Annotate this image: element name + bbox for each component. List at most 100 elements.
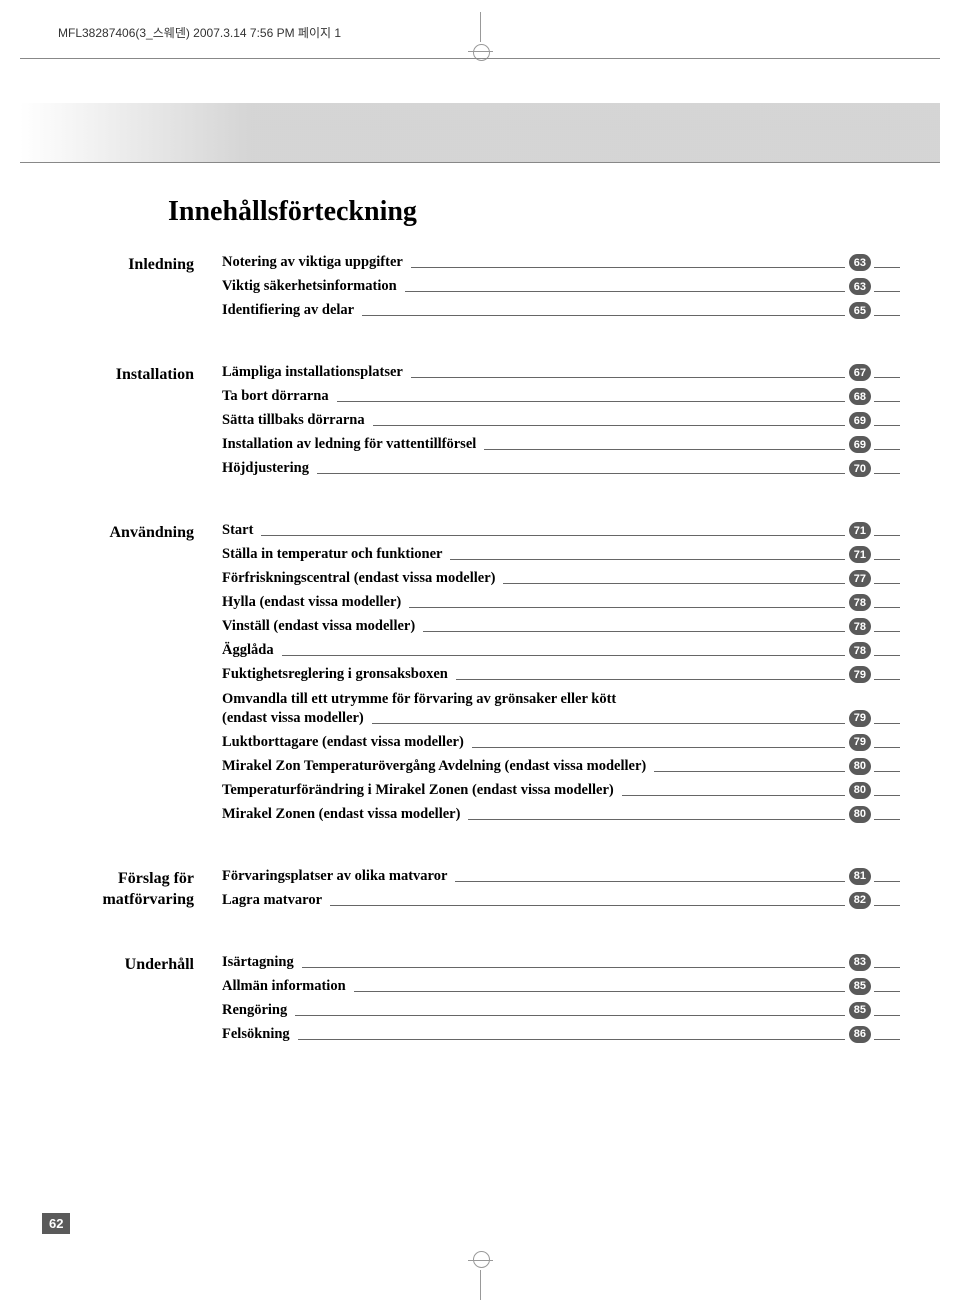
- toc-row: Installation av ledning för vattentillfö…: [222, 436, 900, 453]
- toc-tail: [874, 559, 900, 560]
- toc-text: Mirakel Zon Temperaturövergång Avdelning…: [222, 758, 650, 775]
- toc-tail: [874, 583, 900, 584]
- section-items: Lämpliga installationsplatser67Ta bort d…: [222, 364, 900, 484]
- page-badge: 69: [849, 436, 871, 453]
- toc-row: Isärtagning83: [222, 954, 900, 971]
- toc-tail: [874, 819, 900, 820]
- toc-row: Mirakel Zonen (endast vissa modeller)80: [222, 806, 900, 823]
- page-badge: 68: [849, 388, 871, 405]
- toc-leader: [354, 991, 845, 992]
- toc-row: Mirakel Zon Temperaturövergång Avdelning…: [222, 758, 900, 775]
- toc-text: Notering av viktiga uppgifter: [222, 254, 407, 271]
- toc-tail: [874, 267, 900, 268]
- toc-row: Omvandla till ett utrymme för förvaring …: [222, 690, 900, 727]
- toc-tail: [874, 723, 900, 724]
- toc-leader: [450, 559, 844, 560]
- page-badge: 80: [849, 758, 871, 775]
- crop-mark-bottom: [480, 1270, 481, 1300]
- toc-row: Notering av viktiga uppgifter 63: [222, 254, 900, 271]
- page-number: 62: [42, 1213, 70, 1234]
- toc-text: Mirakel Zonen (endast vissa modeller): [222, 806, 464, 823]
- toc-text: Förfriskningscentral (endast vissa model…: [222, 570, 499, 587]
- toc-leader: [373, 425, 845, 426]
- toc-tail: [874, 449, 900, 450]
- toc-section: Förslag för matförvaringFörvaringsplatse…: [42, 868, 900, 916]
- page-badge: 77: [849, 570, 871, 587]
- toc-row: Hylla (endast vissa modeller)78: [222, 594, 900, 611]
- toc-text: (endast vissa modeller): [222, 710, 368, 727]
- toc-row: Förfriskningscentral (endast vissa model…: [222, 570, 900, 587]
- toc-leader: [302, 967, 845, 968]
- toc-leader: [330, 905, 845, 906]
- toc-row: Ställa in temperatur och funktioner 71: [222, 546, 900, 563]
- toc-leader: [282, 655, 845, 656]
- toc-row: Ta bort dörrarna68: [222, 388, 900, 405]
- page-badge: 78: [849, 642, 871, 659]
- page-badge: 78: [849, 594, 871, 611]
- toc-row: Luktborttagare (endast vissa modeller)79: [222, 734, 900, 751]
- toc-row: Sätta tillbaks dörrarna 69: [222, 412, 900, 429]
- page-badge: 82: [849, 892, 871, 909]
- section-label: Inledning: [42, 254, 222, 326]
- toc-row: Höjdjustering70: [222, 460, 900, 477]
- page-badge: 71: [849, 546, 871, 563]
- toc-tail: [874, 905, 900, 906]
- toc-leader: [362, 315, 845, 316]
- toc-text: Rengöring: [222, 1002, 291, 1019]
- toc-leader: [456, 679, 845, 680]
- toc-text: Ställa in temperatur och funktioner: [222, 546, 446, 563]
- toc-row: Lagra matvaror 82: [222, 892, 900, 909]
- toc-tail: [874, 607, 900, 608]
- toc-container: InledningNotering av viktiga uppgifter 63…: [42, 254, 900, 1088]
- section-items: Förvaringsplatser av olika matvaror81 Lag…: [222, 868, 900, 916]
- section-label: Installation: [42, 364, 222, 484]
- toc-leader: [503, 583, 844, 584]
- toc-leader: [455, 881, 844, 882]
- toc-tail: [874, 655, 900, 656]
- title-bar: [20, 103, 940, 163]
- toc-leader: [337, 401, 845, 402]
- toc-tail: [874, 1039, 900, 1040]
- toc-tail: [874, 967, 900, 968]
- toc-tail: [874, 291, 900, 292]
- toc-text: Lagra matvaror: [222, 892, 326, 909]
- toc-text: Ägglåda: [222, 642, 278, 659]
- toc-text: Start: [222, 522, 257, 539]
- section-label: Användning: [42, 522, 222, 830]
- print-header: MFL38287406(3_스웨덴) 2007.3.14 7:56 PM 페이지…: [58, 24, 341, 41]
- toc-row: Förvaringsplatser av olika matvaror81: [222, 868, 900, 885]
- page-badge: 85: [849, 978, 871, 995]
- page-badge: 83: [849, 954, 871, 971]
- toc-tail: [874, 881, 900, 882]
- toc-leader: [654, 771, 844, 772]
- toc-text: Allmän information: [222, 978, 350, 995]
- toc-text: Vinställ (endast vissa modeller): [222, 618, 419, 635]
- page-badge: 69: [849, 412, 871, 429]
- toc-tail: [874, 425, 900, 426]
- toc-text: Viktig säkerhetsinformation: [222, 278, 401, 295]
- page-badge: 79: [849, 666, 871, 683]
- toc-tail: [874, 631, 900, 632]
- page-badge: 67: [849, 364, 871, 381]
- toc-row: Start 71: [222, 522, 900, 539]
- page-badge: 63: [849, 254, 871, 271]
- toc-leader: [372, 723, 845, 724]
- section-items: Notering av viktiga uppgifter 63 Viktig sä…: [222, 254, 900, 326]
- toc-leader: [261, 535, 844, 536]
- toc-tail: [874, 771, 900, 772]
- toc-text: Installation av ledning för vattentillfö…: [222, 436, 480, 453]
- toc-tail: [874, 795, 900, 796]
- toc-row: Felsökning86: [222, 1026, 900, 1043]
- toc-row: Allmän information 85: [222, 978, 900, 995]
- page-badge: 63: [849, 278, 871, 295]
- page-badge: 79: [849, 734, 871, 751]
- toc-section: UnderhållIsärtagning83Allmän information…: [42, 954, 900, 1050]
- toc-leader: [468, 819, 844, 820]
- toc-text: Omvandla till ett utrymme för förvaring …: [222, 690, 900, 710]
- toc-leader: [295, 1015, 845, 1016]
- toc-tail: [874, 473, 900, 474]
- toc-leader: [472, 747, 845, 748]
- page-badge: 71: [849, 522, 871, 539]
- toc-text: Sätta tillbaks dörrarna: [222, 412, 369, 429]
- page-badge: 81: [849, 868, 871, 885]
